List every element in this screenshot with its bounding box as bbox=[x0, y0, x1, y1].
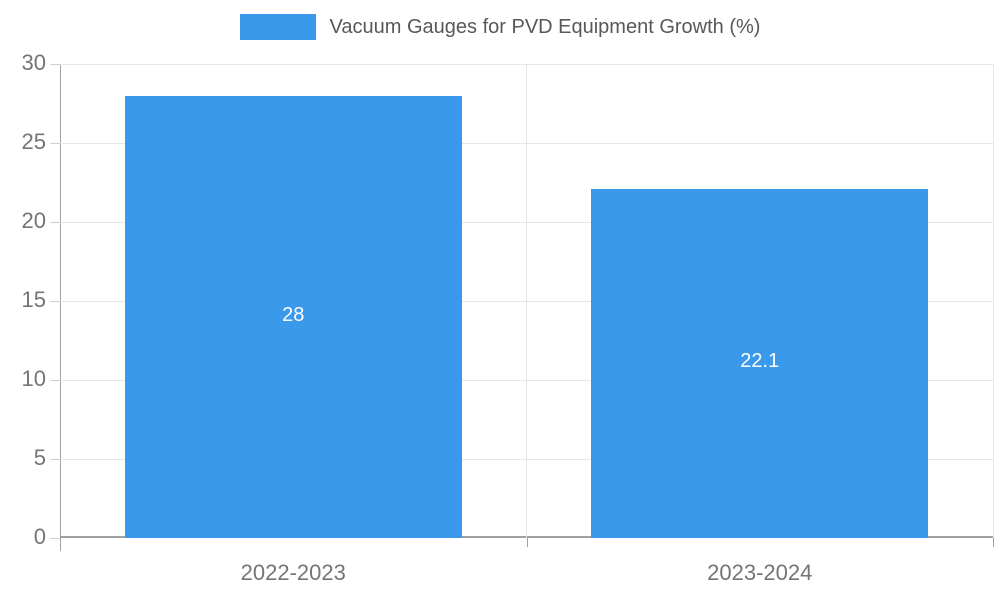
y-tick-mark bbox=[50, 380, 60, 381]
category-gridline bbox=[526, 64, 527, 538]
y-tick-mark bbox=[50, 143, 60, 144]
legend-label: Vacuum Gauges for PVD Equipment Growth (… bbox=[329, 16, 761, 38]
x-tick-label: 2022-2023 bbox=[240, 560, 346, 585]
bar[interactable] bbox=[591, 188, 929, 538]
x-tick-mark bbox=[993, 538, 994, 547]
x-tick-label: 2023-2024 bbox=[707, 560, 813, 585]
y-tick-label: 0 bbox=[33, 524, 46, 549]
y-tick-mark bbox=[50, 222, 60, 223]
y-tick-mark bbox=[50, 538, 60, 539]
bar[interactable] bbox=[124, 95, 462, 538]
y-tick-label: 5 bbox=[33, 445, 46, 470]
plot-area: 28 22.1 bbox=[60, 63, 994, 551]
y-tick-label: 25 bbox=[21, 129, 46, 154]
y-axis-line bbox=[60, 64, 61, 551]
legend-swatch bbox=[239, 14, 316, 40]
legend-item[interactable]: Vacuum Gauges for PVD Equipment Growth (… bbox=[239, 14, 761, 40]
y-tick-mark bbox=[50, 64, 60, 65]
x-tick-mark bbox=[526, 538, 528, 547]
category-gridline bbox=[992, 64, 994, 538]
y-tick-label: 30 bbox=[21, 50, 46, 75]
chart-legend: Vacuum Gauges for PVD Equipment Growth (… bbox=[0, 14, 1000, 40]
bar-value-label: 28 bbox=[282, 303, 305, 326]
y-tick-mark bbox=[50, 301, 60, 302]
y-tick-mark bbox=[50, 459, 60, 460]
y-tick-label: 15 bbox=[21, 287, 46, 312]
bar-value-label: 22.1 bbox=[740, 350, 780, 373]
x-tick-mark bbox=[60, 538, 61, 547]
y-tick-label: 20 bbox=[21, 208, 46, 233]
y-tick-label: 10 bbox=[21, 366, 46, 391]
